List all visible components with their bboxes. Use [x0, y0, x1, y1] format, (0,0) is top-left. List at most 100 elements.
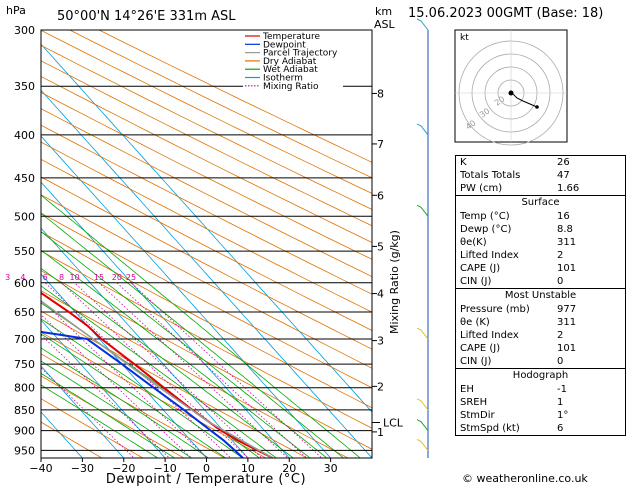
- pressure-tick-label: 950: [14, 444, 35, 457]
- pressure-tick-label: 750: [14, 358, 35, 371]
- isotherm-line: [41, 273, 208, 458]
- index-label: Lifted Index: [460, 330, 519, 341]
- dry-adiabat-line: [41, 421, 103, 458]
- series-parcel-trajectory: [41, 300, 274, 458]
- pressure-tick-label: 550: [14, 245, 35, 258]
- isotherm-line: [41, 135, 332, 458]
- mixing-ratio-line: [41, 367, 135, 458]
- index-label: SREH: [460, 397, 488, 408]
- indices-rows: K 26 Totals Totals 47 PW (cm) 1.66: [456, 156, 625, 195]
- dry-adiabat-line: [41, 141, 372, 313]
- isotherm-line: [41, 319, 166, 458]
- mixing-ratio-label: 10: [70, 273, 80, 282]
- hodograph-label: kt: [460, 33, 469, 43]
- index-value: 977: [557, 304, 577, 315]
- legend-label: Dry Adiabat: [263, 57, 317, 67]
- x-tick-label: −10: [153, 462, 176, 475]
- pressure-tick-label: 900: [14, 425, 35, 438]
- index-row: Dewp (°C) 8.8: [456, 223, 625, 236]
- height-unit-km: km: [375, 5, 392, 18]
- mixing-ratio-label: 3: [5, 273, 10, 282]
- index-row: SREH 1: [456, 396, 625, 409]
- isotherm-line: [41, 365, 125, 458]
- x-tick-label: −20: [112, 462, 135, 475]
- wind-barb: [416, 398, 429, 411]
- legend-label: Dewpoint: [263, 40, 306, 50]
- wind-barbs: [416, 18, 429, 458]
- location-label: 50°00'N 14°26'E 331m ASL: [57, 9, 236, 24]
- wet-adiabat-line: [41, 318, 244, 458]
- most-unstable-title: Most Unstable: [456, 288, 625, 303]
- pressure-tick-label: 800: [14, 382, 35, 395]
- pressure-tick-label: 300: [14, 24, 35, 37]
- temperature-axis: −40 −30 −20 −10 0 10 20 30: [29, 458, 338, 475]
- datetime-label: 15.06.2023 00GMT (Base: 18): [408, 6, 604, 21]
- profiles: [41, 291, 274, 458]
- index-value: 1: [557, 397, 564, 408]
- index-label: Totals Totals: [460, 170, 521, 181]
- pressure-tick-label: 650: [14, 306, 35, 319]
- mixing-ratio-line: [41, 334, 170, 458]
- index-label: Pressure (mb): [460, 304, 530, 315]
- legend-label: Parcel Trajectory: [263, 49, 338, 59]
- indices-panel: K 26 Totals Totals 47 PW (cm) 1.66 Surface Te…: [455, 155, 626, 436]
- index-row: PW (cm) 1.66: [456, 182, 625, 195]
- mixing-ratio-label: 20: [112, 273, 122, 282]
- dry-adiabat-line: [41, 231, 372, 409]
- index-label: CAPE (J): [460, 343, 501, 354]
- index-value: 6: [557, 423, 564, 434]
- index-label: K: [460, 157, 467, 168]
- km-tick-label: 4: [377, 288, 384, 301]
- x-tick-label: 20: [282, 462, 296, 475]
- dry-adiabat-line: [41, 290, 349, 458]
- index-value: 311: [557, 237, 577, 248]
- index-label: PW (cm): [460, 183, 503, 194]
- dry-adiabat-line: [41, 375, 185, 458]
- surface-title: Surface: [456, 195, 625, 210]
- wind-barb: [416, 123, 429, 136]
- dry-adiabat-line: [41, 176, 372, 350]
- x-tick-label: −40: [29, 462, 52, 475]
- index-label: CAPE (J): [460, 263, 501, 274]
- mixing-ratio-line: [98, 282, 289, 458]
- surface-rows: Temp (°C) 16 Dewp (°C) 8.8 θe(K) 311 Lifted In…: [456, 210, 625, 288]
- dry-adiabat-line: [41, 212, 372, 389]
- index-row: EH -1: [456, 383, 625, 396]
- legend-label: Isotherm: [263, 74, 303, 84]
- pressure-unit: hPa: [6, 4, 26, 17]
- index-label: Temp (°C): [460, 211, 510, 222]
- index-value: 311: [557, 317, 577, 328]
- pressure-axis: 300 350 400 450 500 550 600 650 700 750 800 850 900 9…: [14, 24, 35, 457]
- legend-label: Temperature: [262, 32, 320, 42]
- pressure-tick-label: 400: [14, 129, 35, 142]
- wet-adiabat-line: [41, 384, 159, 458]
- hodograph-storm-marker: [508, 90, 514, 96]
- wind-barb: [416, 419, 429, 431]
- km-tick-label: 2: [377, 380, 384, 393]
- index-row: CAPE (J) 101: [456, 262, 625, 275]
- index-value: 2: [557, 250, 564, 261]
- wet-adiabat-line: [41, 347, 210, 458]
- index-value: 26: [557, 157, 570, 168]
- mixing-ratio-labels: 12346810152025: [5, 273, 136, 282]
- legend-label: Wet Adiabat: [263, 65, 318, 75]
- dry-adiabat-line: [41, 398, 144, 458]
- pressure-tick-label: 850: [14, 404, 35, 417]
- km-tick-label: 8: [377, 87, 384, 100]
- height-unit-asl: ASL: [374, 18, 396, 31]
- lcl-label: LCL: [383, 417, 404, 430]
- dry-adiabat-line: [41, 194, 372, 369]
- x-tick-label: 0: [203, 462, 210, 475]
- isotherm-line: [41, 411, 83, 458]
- index-label: StmSpd (kt): [460, 423, 520, 434]
- index-label: CIN (J): [460, 276, 492, 287]
- index-row: K 26: [456, 156, 625, 169]
- mixing-ratio-line: [41, 314, 192, 458]
- wind-barb: [416, 438, 429, 451]
- wet-adiabat-line: [41, 372, 176, 458]
- pressure-tick-label: 600: [14, 277, 35, 290]
- footer-credit: © weatheronline.co.uk: [462, 472, 588, 485]
- index-label: θe (K): [460, 317, 490, 328]
- dry-adiabat-line: [41, 353, 226, 458]
- km-tick-label: 3: [377, 335, 384, 348]
